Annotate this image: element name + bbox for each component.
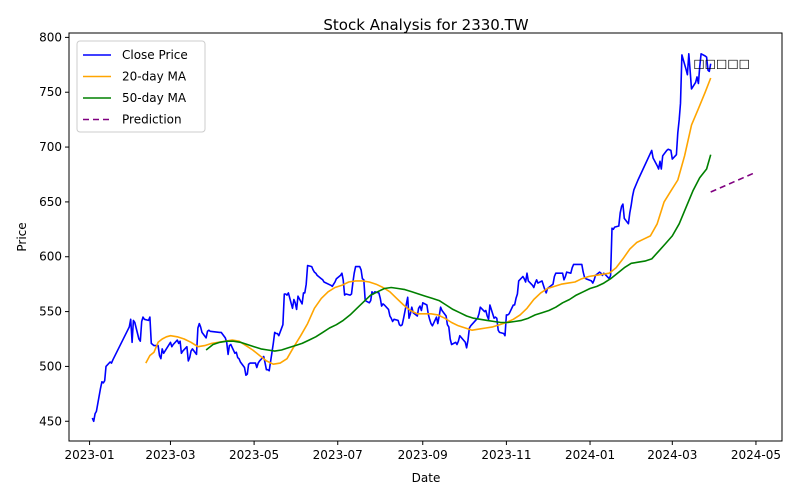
- x-tick-label: 2023-07: [313, 448, 363, 462]
- y-tick-label: 450: [39, 414, 62, 428]
- chart-annotation: □□□□□: [693, 57, 750, 71]
- plot-frame: [68, 32, 783, 442]
- legend: Close Price 20-day MA 50-day MA Prediction: [76, 40, 206, 133]
- x-axis: 2023-01 2023-03 2023-05 2023-07 2023-09 2023-…: [64, 441, 781, 462]
- legend-label: 20-day MA: [122, 70, 187, 84]
- series-line-2: [205, 154, 712, 352]
- y-tick-label: 550: [39, 305, 62, 319]
- y-axis-label: Price: [15, 222, 29, 251]
- x-tick-label: 2023-11: [481, 448, 531, 462]
- x-tick-label: 2024-03: [647, 448, 697, 462]
- legend-label: 50-day MA: [122, 91, 187, 105]
- y-tick-label: 800: [39, 30, 62, 44]
- x-tick-label: 2023-03: [145, 448, 195, 462]
- x-tick-label: 2023-05: [229, 448, 279, 462]
- x-tick-label: 2023-09: [398, 448, 448, 462]
- x-tick-label: 2024-05: [731, 448, 781, 462]
- legend-label: Prediction: [122, 113, 182, 127]
- y-tick-label: 600: [39, 250, 62, 264]
- legend-label: Close Price: [122, 48, 188, 62]
- y-tick-label: 500: [39, 359, 62, 373]
- series-layer: [91, 52, 754, 423]
- y-tick-label: 700: [39, 140, 62, 154]
- chart-title: Stock Analysis for 2330.TW: [323, 16, 528, 34]
- series-line-3: [710, 172, 754, 193]
- legend-box: [76, 40, 206, 133]
- x-tick-label: 2023-01: [64, 448, 114, 462]
- y-tick-label: 750: [39, 85, 62, 99]
- y-tick-label: 650: [39, 195, 62, 209]
- y-axis: 450 500 550 600 650 700 750 800: [39, 30, 69, 428]
- x-axis-label: Date: [412, 471, 441, 485]
- x-tick-label: 2024-01: [565, 448, 615, 462]
